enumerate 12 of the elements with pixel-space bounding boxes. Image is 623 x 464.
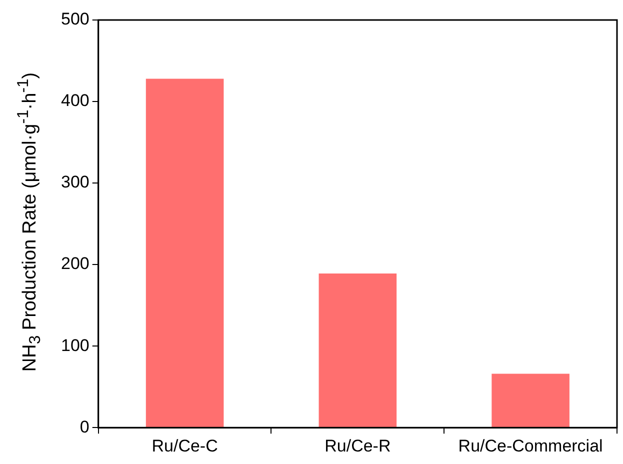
x-tick-label: Ru/Ce-C: [152, 436, 218, 456]
x-tick-label: Ru/Ce-Commercial: [458, 436, 603, 456]
x-tick-label: Ru/Ce-R: [324, 436, 391, 456]
bar: [492, 374, 570, 428]
bar: [318, 274, 397, 428]
y-tick-label: 0: [80, 417, 90, 436]
y-tick-label: 200: [60, 254, 90, 274]
y-tick-label: 400: [60, 91, 90, 110]
y-tick-label: 500: [60, 10, 90, 29]
y-tick-label: 100: [60, 336, 90, 355]
y-tick-label: 300: [60, 172, 90, 192]
bar: [146, 78, 224, 428]
